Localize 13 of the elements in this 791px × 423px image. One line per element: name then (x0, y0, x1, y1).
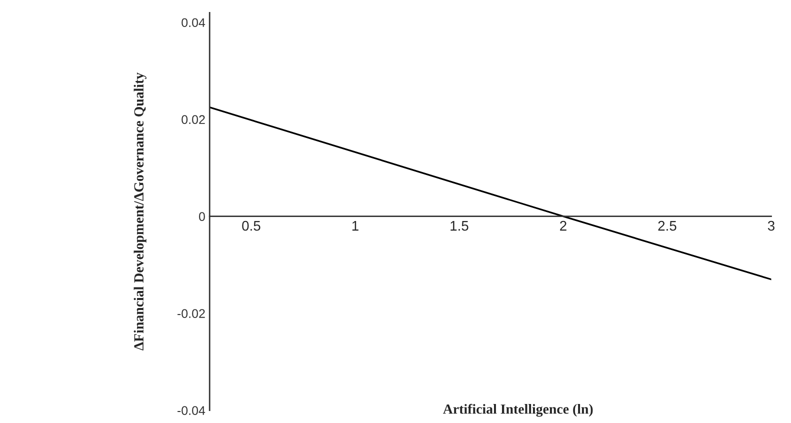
x-tick-label: 0.5 (242, 220, 260, 231)
x-axis-title: Artificial Intelligence (ln) (443, 404, 593, 417)
y-tick-label: 0 (198, 212, 205, 221)
x-tick-label: 1.5 (450, 221, 468, 231)
y-tick-label: 0.02 (182, 115, 205, 124)
x-tick-label: 2 (560, 220, 566, 231)
y-axis-title: ΔFinancial Development/ΔGovernance Quality (134, 72, 146, 350)
x-tick-label: 1 (352, 221, 358, 231)
y-tick-label: 0.04 (182, 18, 206, 28)
y-tick-label: -0.04 (178, 406, 206, 415)
y-tick-label: -0.02 (178, 309, 205, 318)
x-tick-label: 2.5 (658, 220, 676, 231)
x-tick-label: 3 (768, 220, 774, 231)
